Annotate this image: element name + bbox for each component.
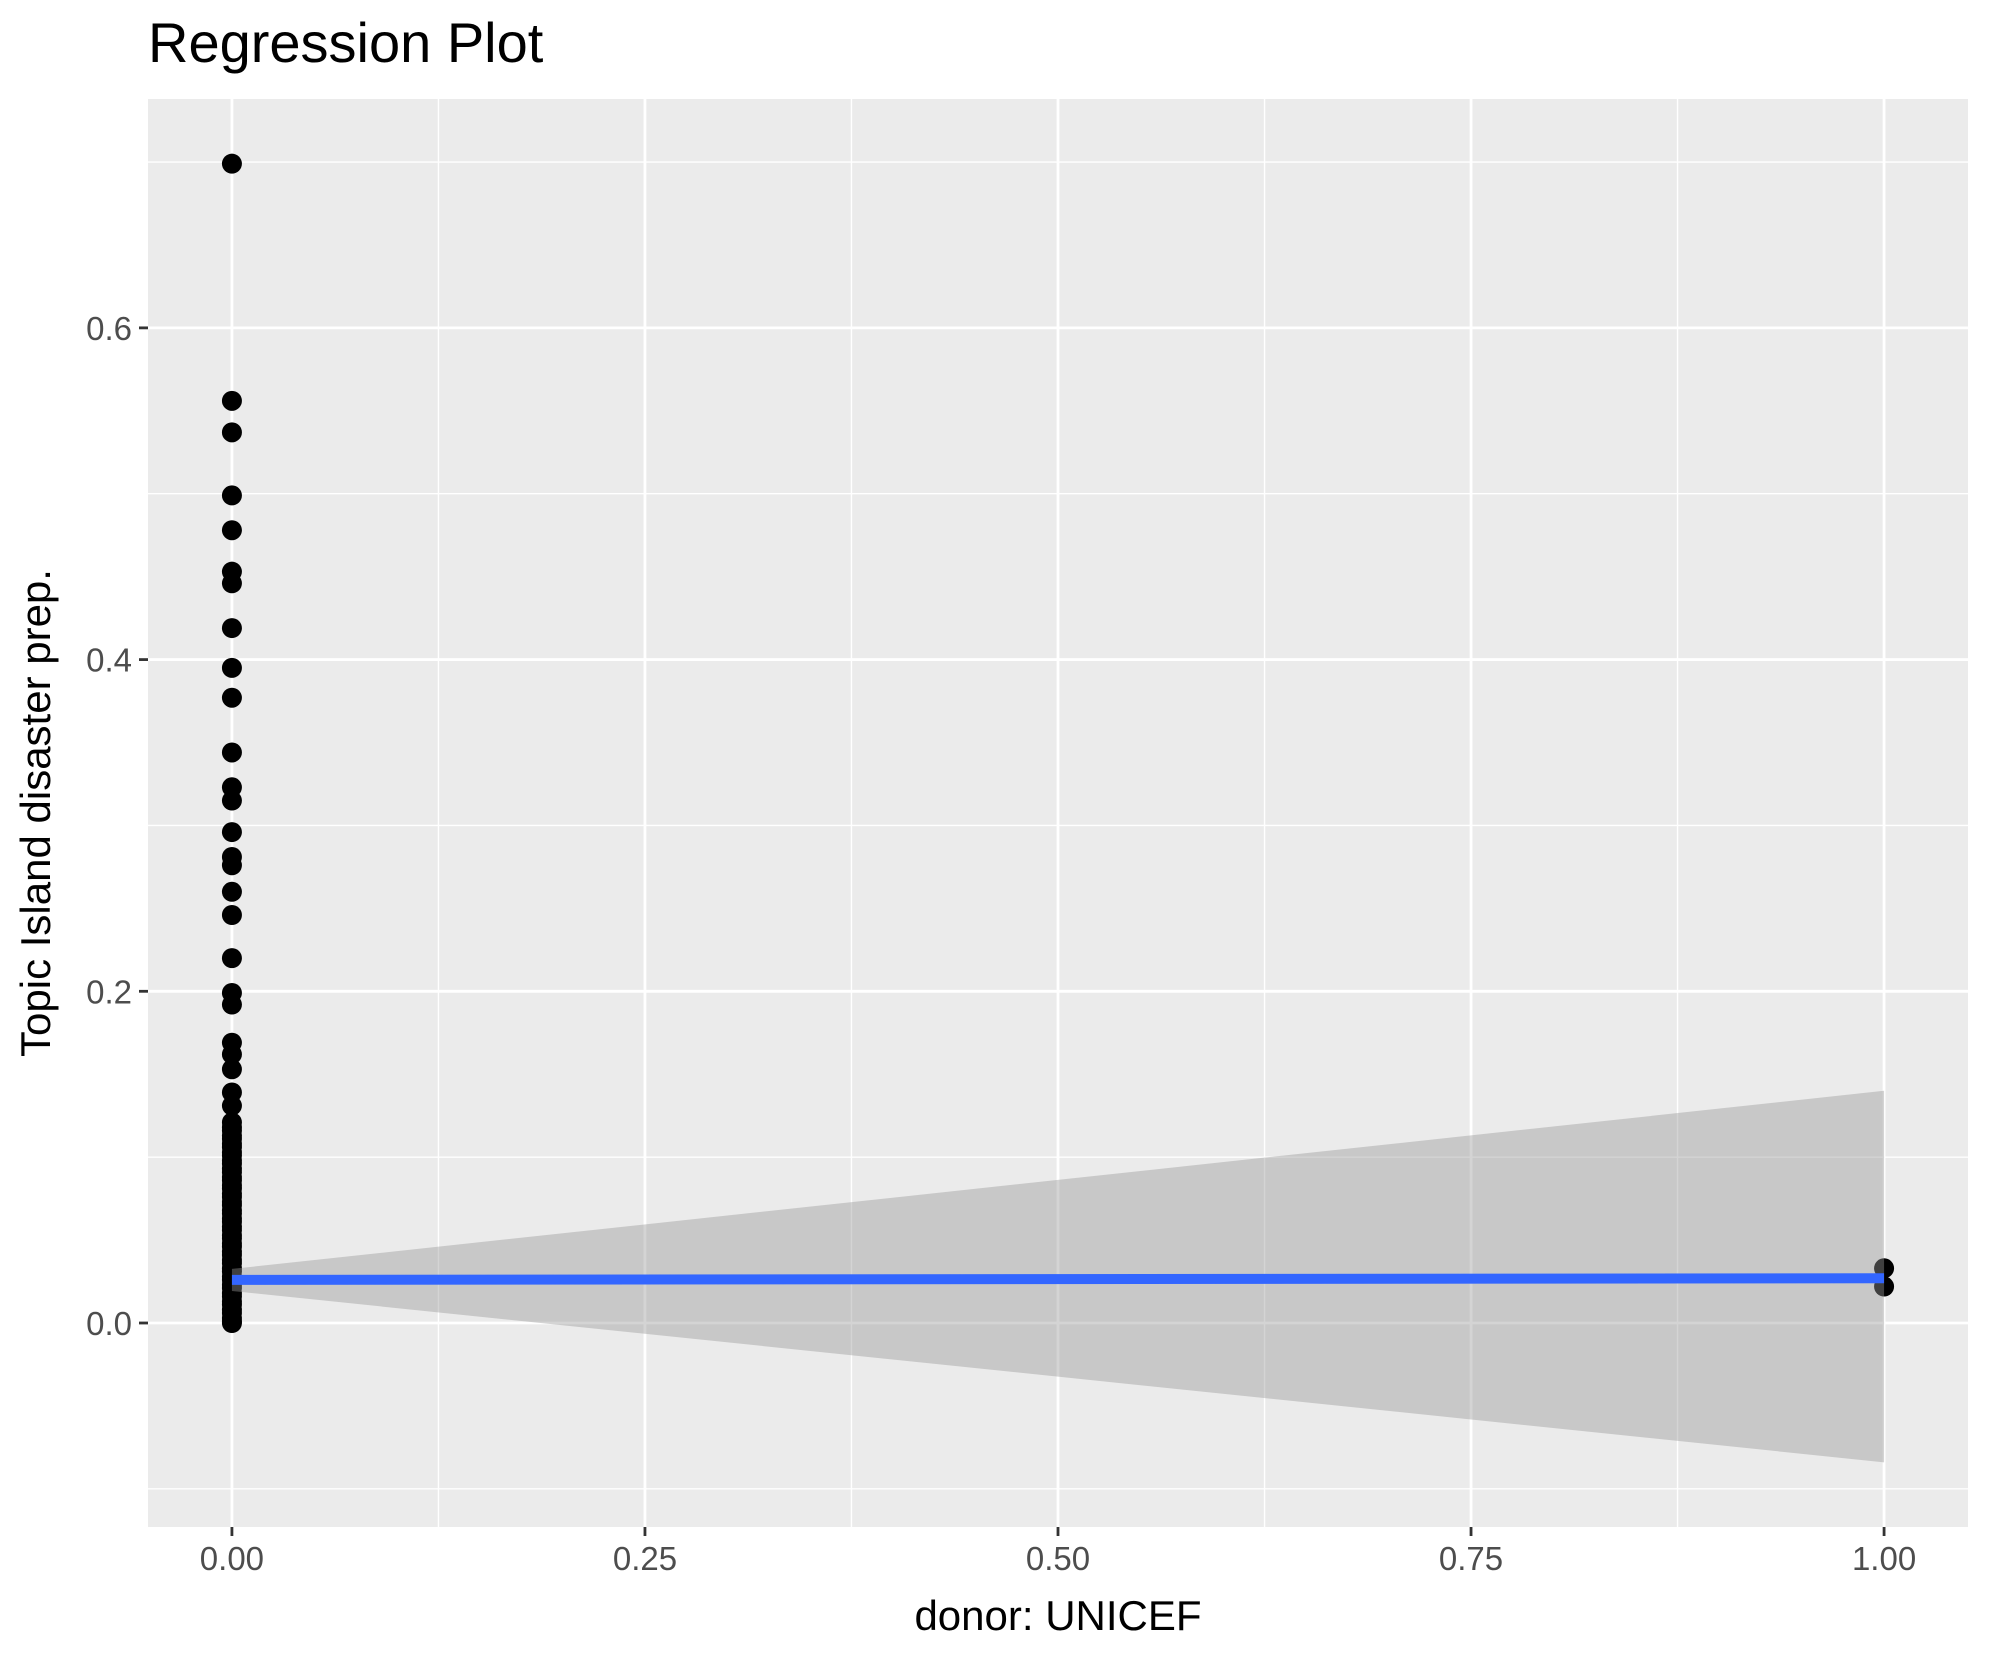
x-axis-title: donor: UNICEF <box>914 1592 1202 1639</box>
data-point <box>221 1095 242 1116</box>
x-tick-label: 0.25 <box>613 1540 677 1577</box>
data-point <box>221 822 242 843</box>
data-point <box>221 994 242 1015</box>
y-tick-label: 0.2 <box>86 973 132 1010</box>
data-point <box>221 1059 242 1080</box>
data-point <box>221 618 242 639</box>
y-axis-title: Topic Island disaster prep. <box>12 569 59 1057</box>
regression-line <box>231 1273 1885 1285</box>
x-tick-label: 0.00 <box>200 1540 264 1577</box>
x-tick-label: 1.00 <box>1852 1540 1916 1577</box>
data-point <box>221 1313 242 1333</box>
data-point <box>221 742 242 763</box>
data-point <box>221 948 242 969</box>
y-tick-label: 0.6 <box>86 310 132 347</box>
data-point <box>221 657 242 678</box>
data-point <box>221 1044 242 1065</box>
y-tick-label: 0.4 <box>86 642 132 679</box>
x-tick-label: 0.50 <box>1026 1540 1090 1577</box>
data-point <box>221 573 242 594</box>
data-point <box>221 485 242 506</box>
data-point <box>221 153 242 174</box>
x-tick-label: 0.75 <box>1439 1540 1503 1577</box>
data-point <box>221 905 242 925</box>
data-point <box>221 520 242 541</box>
data-point <box>221 390 242 411</box>
data-point <box>221 790 242 811</box>
data-point <box>221 687 242 708</box>
data-point <box>221 881 242 902</box>
data-point <box>221 855 242 876</box>
plot-title: Regression Plot <box>148 11 544 74</box>
data-point <box>221 422 242 443</box>
y-tick-label: 0.0 <box>86 1305 132 1342</box>
